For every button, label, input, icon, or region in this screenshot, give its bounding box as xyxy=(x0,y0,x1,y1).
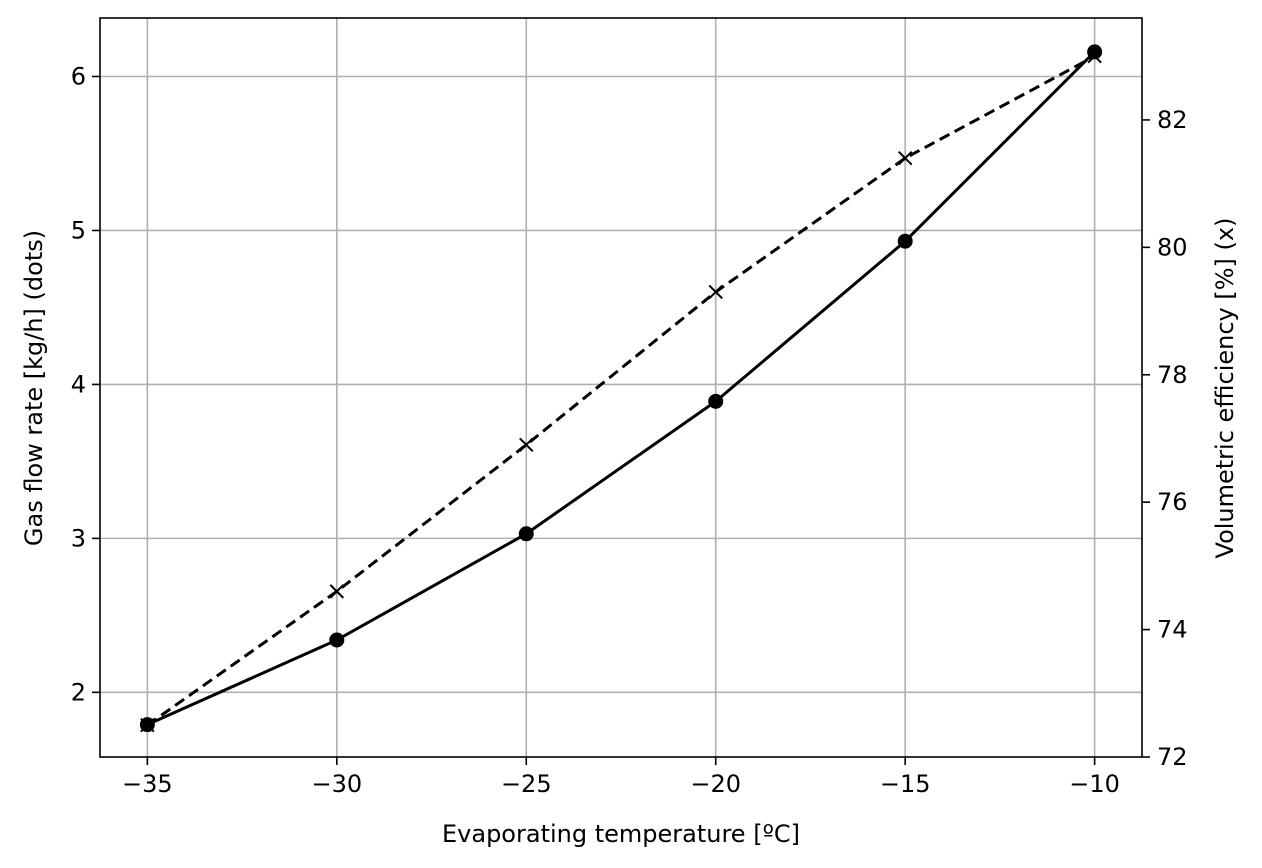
y2-tick-label: 72 xyxy=(1157,743,1188,771)
efficiency-point-stroke xyxy=(897,150,913,166)
efficiency-point-stroke xyxy=(519,437,534,453)
efficiency-point-stroke xyxy=(1087,49,1102,64)
flow-rate-point xyxy=(518,526,534,542)
grid-lines xyxy=(100,18,1142,757)
efficiency-point xyxy=(519,437,534,453)
y2-axis-label: Volumetric efficiency [%] (x) xyxy=(1211,218,1239,559)
flow-rate-point xyxy=(708,393,724,409)
x-tick-label: −20 xyxy=(690,770,741,798)
efficiency-point xyxy=(708,284,723,300)
efficiency-point-stroke xyxy=(140,717,155,733)
flow-rate-series-line xyxy=(146,50,1096,727)
efficiency-point xyxy=(897,150,913,166)
x-tick-label: −35 xyxy=(122,770,173,798)
efficiency-point-stroke xyxy=(708,284,723,300)
plot-frame xyxy=(99,17,1143,758)
y2-tick-label: 82 xyxy=(1157,106,1188,134)
x-axis-label: Evaporating temperature [ºC] xyxy=(442,820,800,848)
y2-tick-label: 74 xyxy=(1157,616,1188,644)
efficiency-point-stroke xyxy=(329,584,345,599)
x-tick-label: −10 xyxy=(1069,770,1120,798)
flow-rate-point xyxy=(329,632,345,648)
efficiency-series-line xyxy=(146,54,1096,727)
efficiency-point xyxy=(329,584,345,599)
tick-layer: −35 −30 −25 −20 −15 −10 2 3 4 5 6 72 74 76 78 80 82 xyxy=(71,63,1188,798)
series-layer xyxy=(139,44,1103,733)
y-tick-label: 3 xyxy=(71,524,86,552)
y2-tick-label: 78 xyxy=(1157,361,1188,389)
y-tick-label: 2 xyxy=(71,678,86,706)
flow-rate-point xyxy=(897,233,913,249)
y-tick-label: 5 xyxy=(71,216,86,244)
efficiency-point xyxy=(140,717,155,733)
x-tick-label: −30 xyxy=(311,770,362,798)
efficiency-point xyxy=(1087,49,1102,64)
y-tick-label: 6 xyxy=(71,63,86,91)
flow-rate-point xyxy=(1087,44,1103,60)
y-tick-label: 4 xyxy=(71,370,86,398)
x-tick-label: −25 xyxy=(501,770,552,798)
x-tick-label: −15 xyxy=(880,770,931,798)
y2-tick-label: 76 xyxy=(1157,488,1188,516)
y-axis-label: Gas flow rate [kg/h] (dots) xyxy=(20,230,48,546)
y2-tick-label: 80 xyxy=(1157,233,1188,261)
